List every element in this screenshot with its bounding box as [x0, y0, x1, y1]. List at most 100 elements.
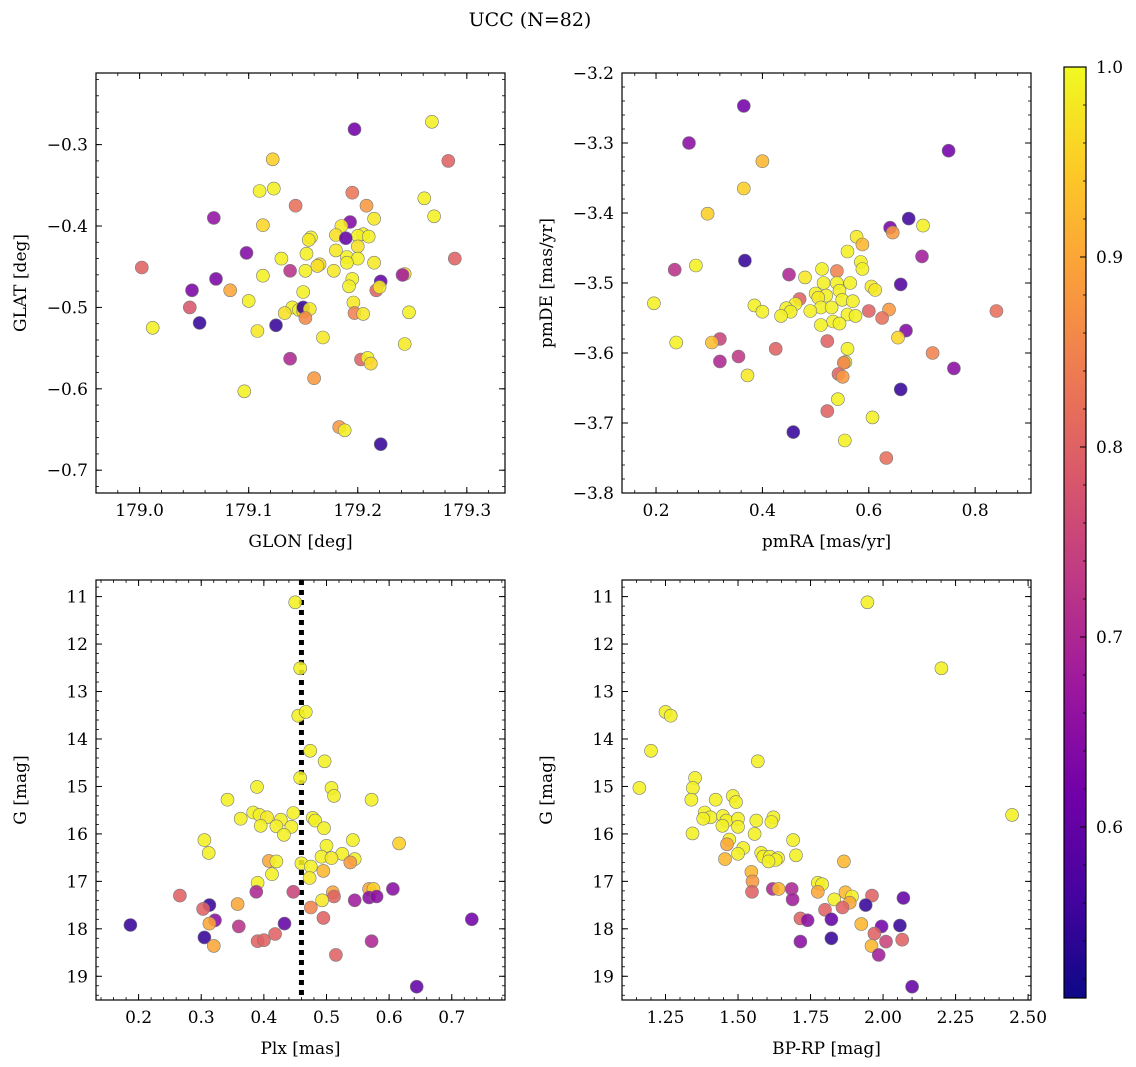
- x-tick-label: 0.3: [188, 1008, 215, 1028]
- scatter-point: [885, 225, 900, 240]
- scatter-point: [196, 902, 210, 916]
- y-tick-label: 16: [592, 825, 614, 845]
- x-tick-label: 1.25: [647, 1008, 685, 1028]
- x-tick-label: 2.50: [1009, 1008, 1047, 1028]
- scatter-point: [682, 136, 696, 150]
- scatter-point: [464, 912, 479, 927]
- scatter-point: [810, 884, 825, 899]
- y-tick-label: 17: [66, 872, 88, 892]
- x-tick-label: 0.7: [438, 1008, 465, 1028]
- y-tick-label: −3.8: [573, 484, 614, 504]
- scatter-point: [356, 307, 371, 321]
- scatter-point: [277, 827, 291, 842]
- scatter-point: [755, 154, 770, 168]
- scatter-point: [837, 433, 852, 448]
- scatter-point: [685, 781, 700, 795]
- y-tick-label: −3.6: [573, 344, 614, 364]
- scatter-point: [315, 893, 329, 908]
- scatter-point: [789, 848, 803, 863]
- scatter-point: [893, 277, 908, 292]
- scatter-point: [293, 771, 308, 785]
- scatter-point: [256, 218, 270, 232]
- scatter-point: [298, 705, 313, 719]
- scatter-point: [250, 780, 264, 794]
- scatter-point: [840, 341, 855, 356]
- scatter-point: [363, 356, 378, 371]
- scatter-point: [441, 154, 456, 168]
- x-tick-label: 179.0: [115, 501, 164, 521]
- scatter-point: [689, 258, 703, 273]
- scatter-point: [293, 661, 308, 676]
- y-axis-label: G [mag]: [537, 755, 557, 824]
- scatter-point: [893, 918, 907, 933]
- x-tick-label: 0.4: [250, 1008, 277, 1028]
- scatter-point: [207, 939, 221, 953]
- scatter-point: [736, 99, 751, 113]
- scatter-point: [901, 211, 916, 226]
- points: [632, 595, 1019, 994]
- x-tick-label: 179.1: [224, 501, 273, 521]
- scatter-point: [253, 818, 268, 833]
- y-tick-label: −3.3: [573, 134, 614, 154]
- scatter-point: [896, 891, 911, 905]
- y-axis-label: pmDE [mas/yr]: [537, 218, 557, 348]
- scatter-point: [768, 341, 783, 356]
- y-tick-label: 15: [592, 777, 614, 797]
- scatter-point: [667, 262, 682, 277]
- scatter-point: [223, 283, 237, 298]
- scatter-point: [644, 743, 658, 758]
- scatter-point: [835, 900, 850, 915]
- scatter-point: [327, 789, 341, 803]
- scatter-point: [364, 792, 379, 807]
- y-axis-label: GLAT [deg]: [11, 234, 31, 332]
- scatter-point: [329, 243, 343, 258]
- scatter-point: [316, 330, 330, 345]
- scatter-point: [373, 437, 388, 452]
- scatter-point: [317, 821, 331, 836]
- scatter-point: [369, 889, 384, 904]
- scatter-point: [302, 871, 317, 885]
- scatter-point: [832, 316, 847, 331]
- axes-frame: [95, 72, 506, 494]
- scatter-point: [283, 351, 297, 366]
- panel-bprp-g: 1.25 1.50 1.75 2.00 2.25 2.50 11 12 13 14 15 16 17 18…: [537, 579, 1047, 1059]
- scatter-point: [824, 912, 839, 927]
- scatter-point: [835, 369, 850, 384]
- scatter-point: [837, 854, 851, 869]
- scatter-point: [855, 262, 870, 276]
- y-tick-label: −3.2: [573, 64, 614, 84]
- scatter-point: [663, 708, 678, 723]
- scatter-point: [854, 917, 869, 931]
- colorbar-tick-label: 0.6: [1096, 818, 1123, 838]
- scatter-point: [268, 927, 282, 941]
- scatter-point: [232, 919, 246, 934]
- colorbar-gradient: [1063, 66, 1087, 999]
- scatter-point: [209, 272, 223, 286]
- y-tick-label: −3.5: [573, 274, 614, 294]
- scatter-point: [879, 451, 894, 465]
- axes-frame: [621, 579, 1032, 1001]
- scatter-point: [316, 911, 331, 925]
- y-tick-label: 13: [592, 683, 614, 703]
- scatter-point: [277, 916, 292, 931]
- scatter-point: [192, 316, 207, 330]
- scatter-point: [345, 833, 360, 847]
- scatter-point: [669, 335, 684, 350]
- scatter-point: [858, 898, 873, 912]
- y-tick-label: −0.3: [47, 136, 88, 156]
- x-tick-label: 179.3: [442, 501, 491, 521]
- scatter-point: [347, 122, 362, 136]
- scatter-point: [310, 259, 325, 273]
- scatter-point: [696, 811, 711, 826]
- scatter-point: [840, 244, 855, 259]
- panel-plx-g: 0.2 0.3 0.4 0.5 0.6 0.7 11 12 13 14 15 16 17 18 19 Plx …: [11, 579, 506, 1059]
- scatter-point: [820, 334, 835, 348]
- panel-glon-glat: 179.0 179.1 179.2 179.3 −0.7 −0.6 −0.5 −0.4 −0.3…: [11, 72, 506, 552]
- scatter-point: [265, 867, 279, 882]
- x-axis-label: BP-RP [mag]: [772, 1039, 881, 1059]
- scatter-point: [386, 882, 400, 896]
- colorbar-tick-label: 0.7: [1096, 628, 1123, 648]
- scatter-point: [135, 260, 149, 275]
- x-tick-label: 0.4: [749, 501, 776, 521]
- scatter-point: [860, 595, 875, 610]
